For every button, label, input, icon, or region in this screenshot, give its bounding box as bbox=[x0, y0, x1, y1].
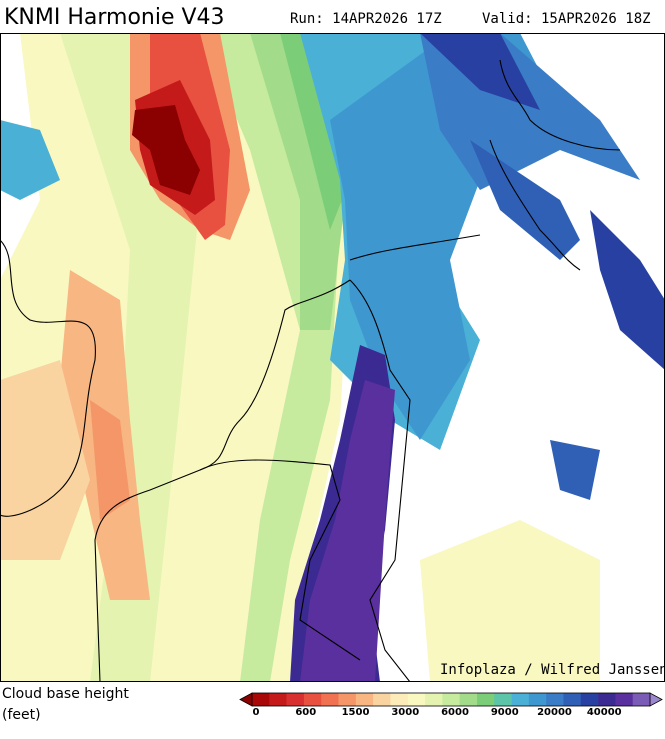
colorbar-swatch bbox=[528, 693, 547, 706]
colorbar-swatch bbox=[355, 693, 374, 706]
title: KNMI Harmonie V43 bbox=[4, 5, 225, 30]
colorbar-swatch bbox=[373, 693, 391, 706]
colorbar-label: 40000 bbox=[587, 707, 622, 718]
colorbar-swatch bbox=[476, 693, 495, 706]
colorbar-swatch bbox=[563, 693, 582, 706]
colorbar-swatch bbox=[338, 693, 357, 706]
colorbar-swatch bbox=[580, 693, 599, 706]
colorbar-high-end bbox=[649, 692, 663, 707]
run-time: Run: 14APR2026 17Z bbox=[290, 11, 442, 27]
colorbar-swatch bbox=[459, 693, 478, 706]
colorbar-swatch bbox=[303, 693, 322, 706]
colorbar-label: 6000 bbox=[441, 707, 469, 718]
colorbar: 0 600 1500 3000 6000 9000 20000 40000 bbox=[239, 692, 663, 718]
colorbar-swatch bbox=[321, 693, 339, 706]
colorbar-swatch bbox=[546, 693, 564, 706]
legend-unit: (feet) bbox=[2, 707, 41, 723]
colorbar-swatch bbox=[598, 693, 616, 706]
colorbar-label: 1500 bbox=[342, 707, 370, 718]
colorbar-swatch bbox=[615, 693, 633, 706]
colorbar-swatch bbox=[442, 693, 460, 706]
colorbar-swatch bbox=[252, 693, 270, 706]
colorbar-label: 9000 bbox=[491, 707, 519, 718]
colorbar-swatch bbox=[286, 693, 305, 706]
colorbar-low-end bbox=[239, 692, 253, 707]
colorbar-label: 20000 bbox=[537, 707, 572, 718]
valid-time: Valid: 15APR2026 18Z bbox=[482, 11, 651, 27]
colorbar-swatch bbox=[407, 693, 426, 706]
colorbar-swatch bbox=[511, 693, 530, 706]
colorbar-swatch bbox=[269, 693, 287, 706]
map: Infoplaza / Wilfred Janssen bbox=[0, 33, 665, 682]
colorbar-swatch bbox=[425, 693, 443, 706]
credit: Infoplaza / Wilfred Janssen bbox=[440, 662, 665, 678]
colorbar-swatch bbox=[632, 693, 651, 706]
colorbar-label: 600 bbox=[295, 707, 316, 718]
colorbar-swatch bbox=[494, 693, 512, 706]
legend-title: Cloud base height bbox=[2, 686, 129, 702]
colorbar-frame bbox=[251, 692, 651, 707]
colorbar-swatch bbox=[390, 693, 409, 706]
colorbar-label: 0 bbox=[253, 707, 260, 718]
colorbar-label: 3000 bbox=[391, 707, 419, 718]
